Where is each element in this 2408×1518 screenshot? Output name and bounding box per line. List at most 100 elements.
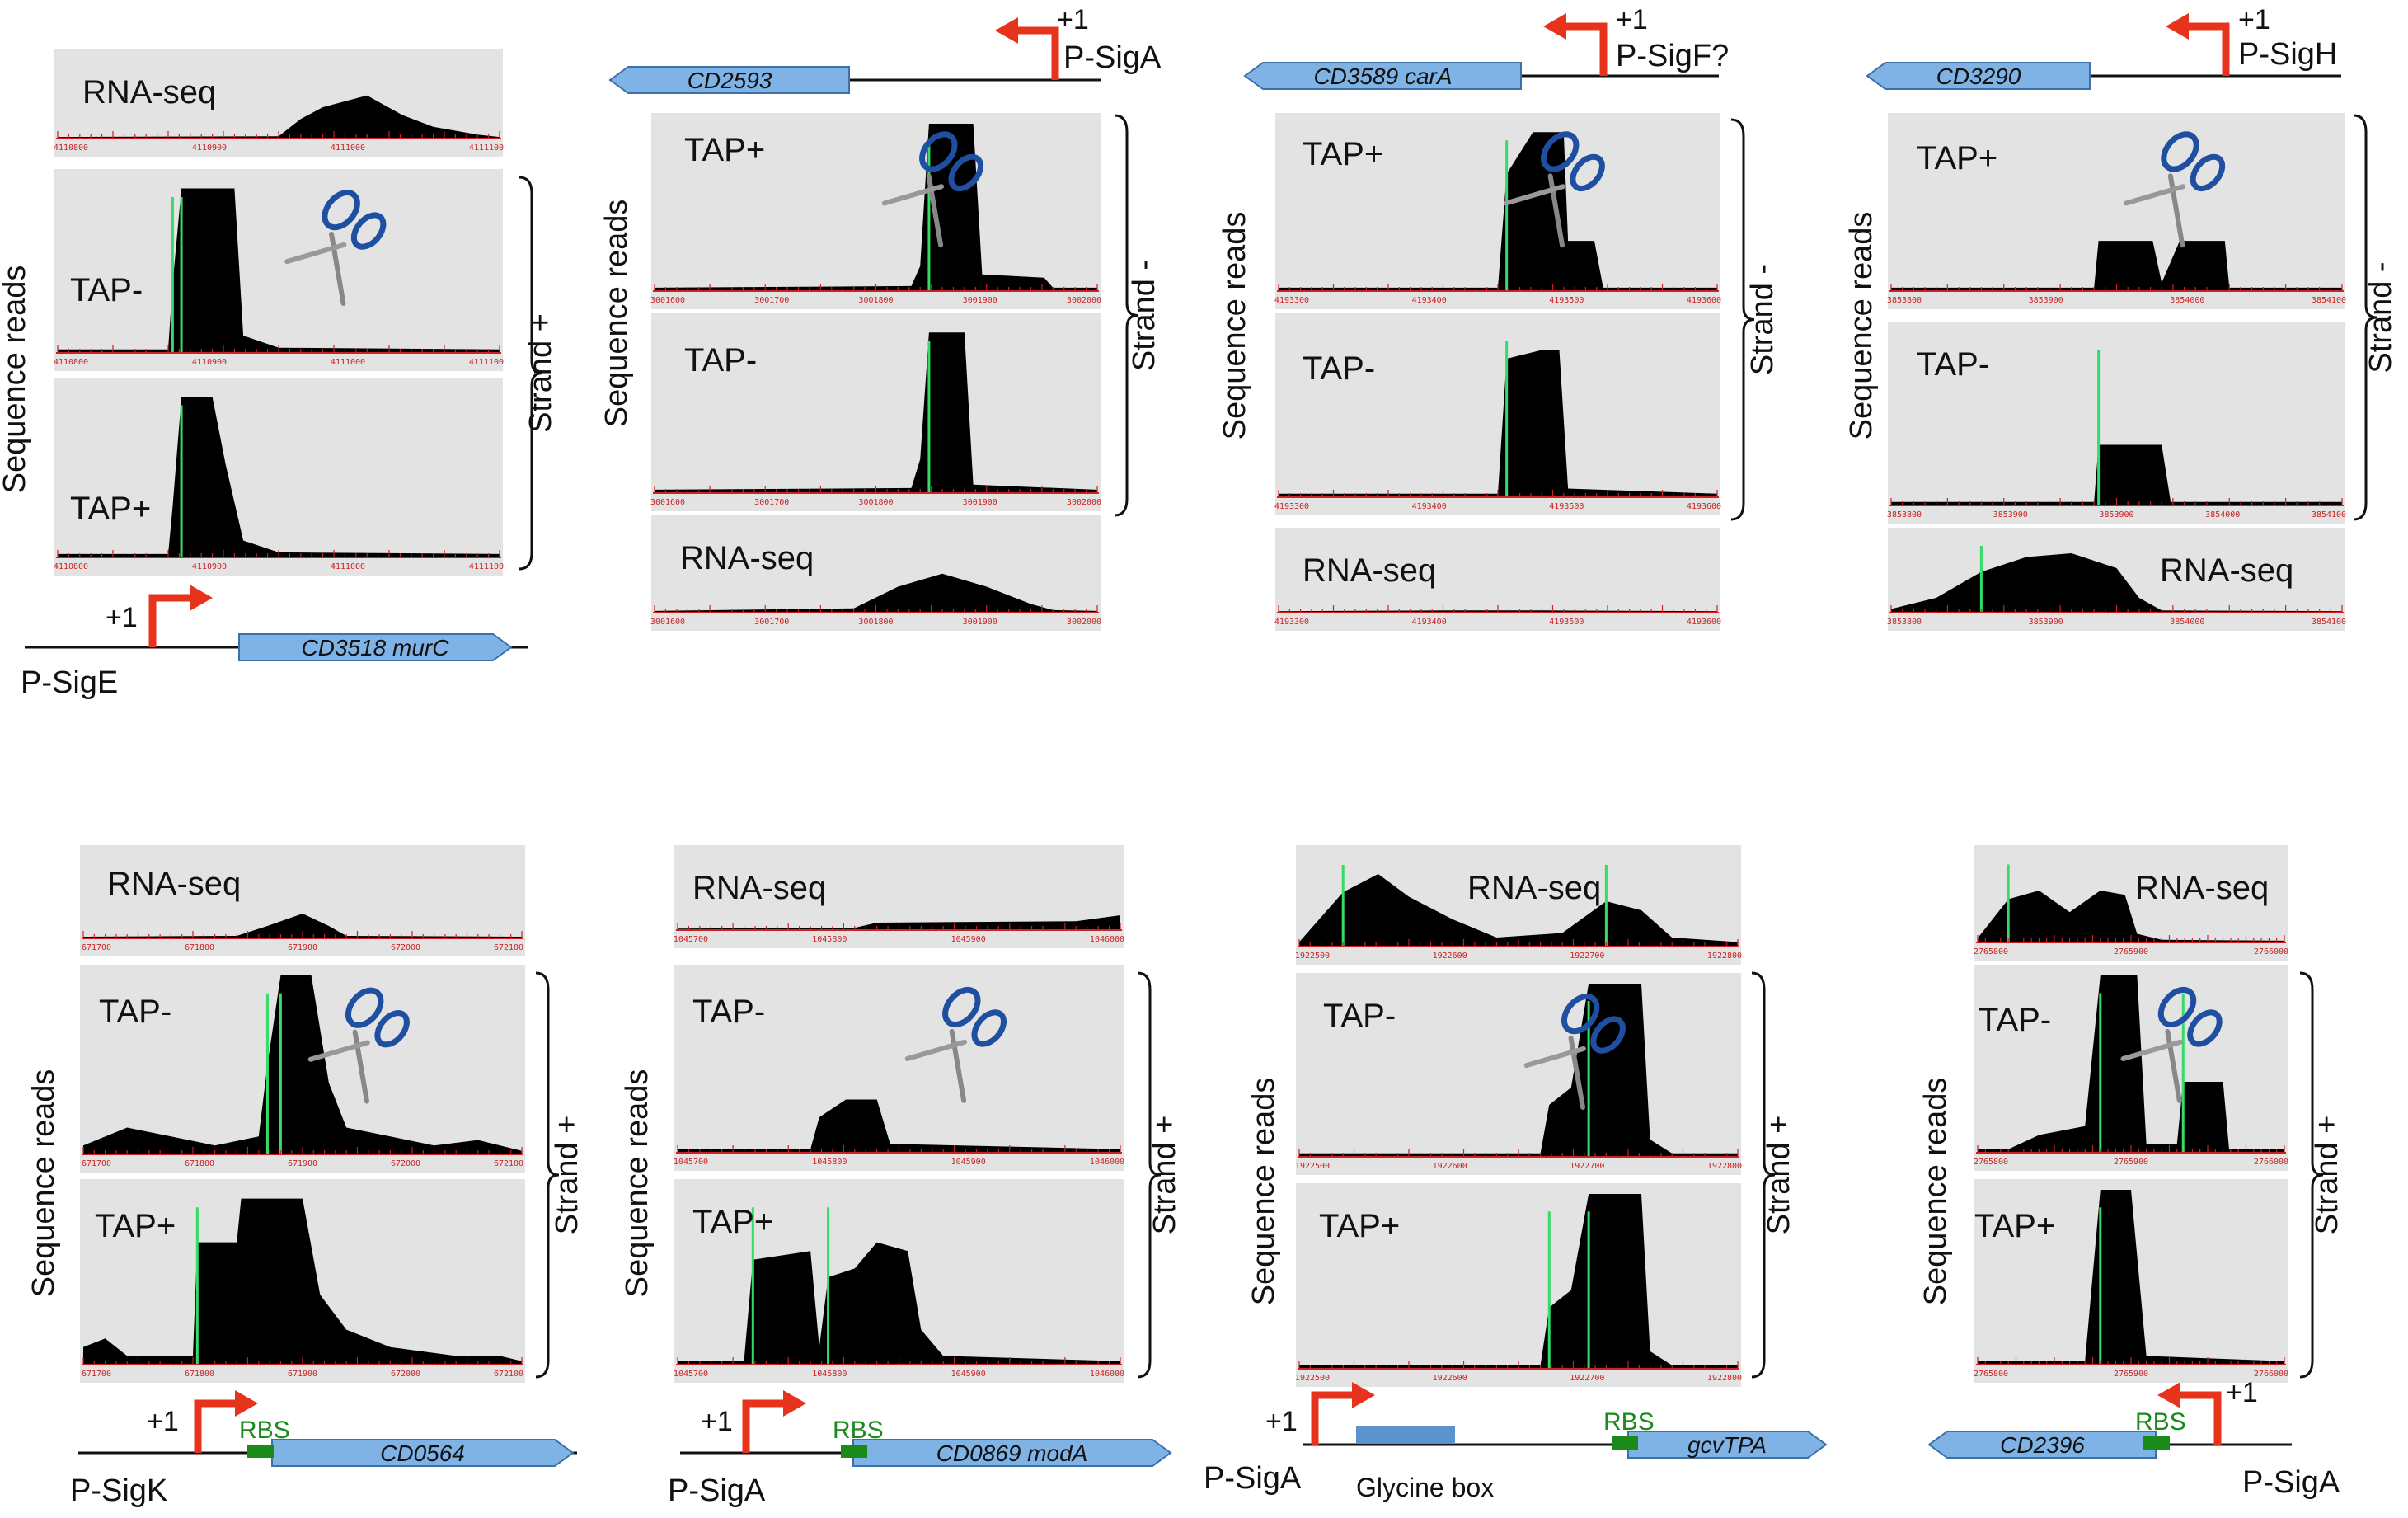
tss-arrowhead <box>190 585 213 611</box>
gene-name: CD0564 <box>380 1440 465 1466</box>
tss-arrow <box>1566 22 1608 76</box>
promoter-label: P-SigK <box>70 1473 167 1508</box>
tss-arrow <box>2189 22 2230 76</box>
promoter-label: P-SigF? <box>1616 39 1729 73</box>
tick-label: 4193600 <box>1687 618 1721 627</box>
tss-label: +1 <box>1265 1406 1298 1437</box>
scissors-icon <box>1503 131 1605 248</box>
coverage-profile <box>58 95 500 139</box>
gene-arrow <box>1866 62 2091 90</box>
tick-label: 3001800 <box>858 296 893 305</box>
tss-arrow <box>194 1399 235 1453</box>
gene-name: CD2593 <box>688 68 772 93</box>
track-background <box>1275 528 1720 631</box>
tick-label: 3854100 <box>2312 510 2346 519</box>
track-tap-: 3001600 3001700 3001800 3001900 3002000 TAP+ <box>650 113 1101 309</box>
gene-name: CD3518 murC <box>302 635 450 660</box>
strand-brace <box>519 176 543 571</box>
scissors-icon <box>307 987 410 1104</box>
tss-arrowhead <box>235 1390 258 1417</box>
track-tap-: 671700 671800 671900 672000 672100 TAP- <box>80 965 525 1173</box>
strand-brace <box>1751 971 1776 1379</box>
tick-label: 3854100 <box>2312 618 2346 627</box>
track-background <box>1275 113 1720 309</box>
panel-8: 2765800 2765900 2766000 RNA-seq 2765800 27659… <box>1918 845 2345 1500</box>
tss-arrow <box>148 594 190 647</box>
tick-label: 672000 <box>391 943 420 952</box>
tick-label: 4193400 <box>1412 502 1447 511</box>
strand-brace <box>2299 971 2324 1379</box>
tick-label: 1922600 <box>1433 952 1467 961</box>
glycine-box-label: Glycine box <box>1356 1473 1494 1502</box>
tick-label: 3001800 <box>858 498 893 507</box>
tick-label: 4111100 <box>469 562 504 571</box>
tss-label: +1 <box>1057 4 1089 35</box>
gene-name: CD2396 <box>2000 1432 2085 1458</box>
rbs-label: RBS <box>2135 1408 2186 1436</box>
tss-label: +1 <box>2226 1377 2258 1408</box>
tick-label: 1922500 <box>1295 1162 1330 1171</box>
tick-label: 1045900 <box>951 1370 986 1379</box>
rbs-box <box>2143 1436 2170 1450</box>
track-label: TAP+ <box>95 1208 176 1244</box>
rbs-label: RBS <box>1603 1408 1655 1436</box>
coverage-profile <box>655 573 1097 613</box>
tick-label: 3002000 <box>1067 498 1101 507</box>
tick-label: 1045900 <box>951 1158 986 1167</box>
coverage-profile <box>1978 891 2284 942</box>
track-label: RNA-seq <box>2160 552 2293 589</box>
tick-label: 2766000 <box>2254 947 2288 956</box>
tick-label: 2765900 <box>2114 1370 2148 1379</box>
tick-label: 4193300 <box>1274 296 1309 305</box>
tick-label: 3001600 <box>650 498 685 507</box>
tick-label: 3853900 <box>1993 510 2028 519</box>
tick-label: 1045800 <box>812 1370 847 1379</box>
y-axis-label: Sequence reads <box>26 1069 61 1298</box>
tick-label: 671700 <box>82 943 111 952</box>
tick-label: 3853800 <box>1887 510 1922 519</box>
strand-label: Strand - <box>1745 264 1780 375</box>
tss-label: +1 <box>2238 4 2270 35</box>
coverage-profile <box>1978 1190 2284 1365</box>
tick-label: 3854000 <box>2170 618 2204 627</box>
promoter-label: P-SigE <box>21 665 118 700</box>
tick-label: 3002000 <box>1067 618 1101 627</box>
tick-label: 1045700 <box>674 1370 708 1379</box>
track-label: RNA-seq <box>1467 870 1601 906</box>
tss-arrow <box>1311 1391 1352 1445</box>
tick-label: 3854000 <box>2170 296 2204 305</box>
promoter-label: P-SigA <box>1063 40 1162 75</box>
track-tap-: 1045700 1045800 1045900 1046000 TAP+ <box>674 1179 1124 1383</box>
gene-name: gcvTPA <box>1687 1432 1767 1458</box>
tick-label: 671700 <box>82 1159 111 1168</box>
tick-label: 3001600 <box>650 296 685 305</box>
track-label: RNA-seq <box>2135 870 2269 906</box>
y-axis-label: Sequence reads <box>1844 212 1879 440</box>
y-axis-label: Sequence reads <box>1218 212 1252 440</box>
gene-name: CD3290 <box>1936 63 2021 89</box>
gene-name: CD3589 carA <box>1313 63 1452 89</box>
tick-label: 671700 <box>82 1370 111 1379</box>
strand-label: Strand + <box>1148 1116 1182 1235</box>
tick-label: 2765800 <box>1974 947 2008 956</box>
tick-label: 2765900 <box>2114 947 2148 956</box>
track-tap-: 3001600 3001700 3001800 3001900 3002000 TAP- <box>650 313 1101 511</box>
tss-label: +1 <box>147 1406 179 1437</box>
scissors-icon <box>2120 986 2223 1103</box>
tick-label: 1922600 <box>1433 1162 1467 1171</box>
panel-5: 671700 671800 671900 672000 672100RNA-seq671… <box>26 845 584 1508</box>
tick-label: 1922800 <box>1707 1162 1742 1171</box>
gene-arrow <box>1243 62 1522 90</box>
tick-label: 2766000 <box>2254 1370 2288 1379</box>
track-label: TAP- <box>70 272 143 308</box>
track-label: TAP- <box>1979 1002 2051 1038</box>
track-tap-: 4110800 4110900 4111000 4111100 TAP- <box>54 169 504 371</box>
tss-label: +1 <box>1616 4 1648 35</box>
tick-label: 671900 <box>288 943 317 952</box>
track-rna-seq: 671700 671800 671900 672000 672100 RNA-seq <box>80 845 525 956</box>
tick-label: 4111000 <box>331 143 365 153</box>
scissors-icon <box>284 190 387 306</box>
tick-label: 1922600 <box>1433 1374 1467 1383</box>
strand-brace <box>1137 971 1162 1379</box>
